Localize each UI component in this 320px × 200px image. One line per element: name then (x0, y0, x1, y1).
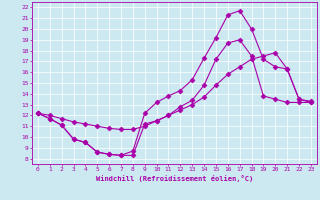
X-axis label: Windchill (Refroidissement éolien,°C): Windchill (Refroidissement éolien,°C) (96, 175, 253, 182)
